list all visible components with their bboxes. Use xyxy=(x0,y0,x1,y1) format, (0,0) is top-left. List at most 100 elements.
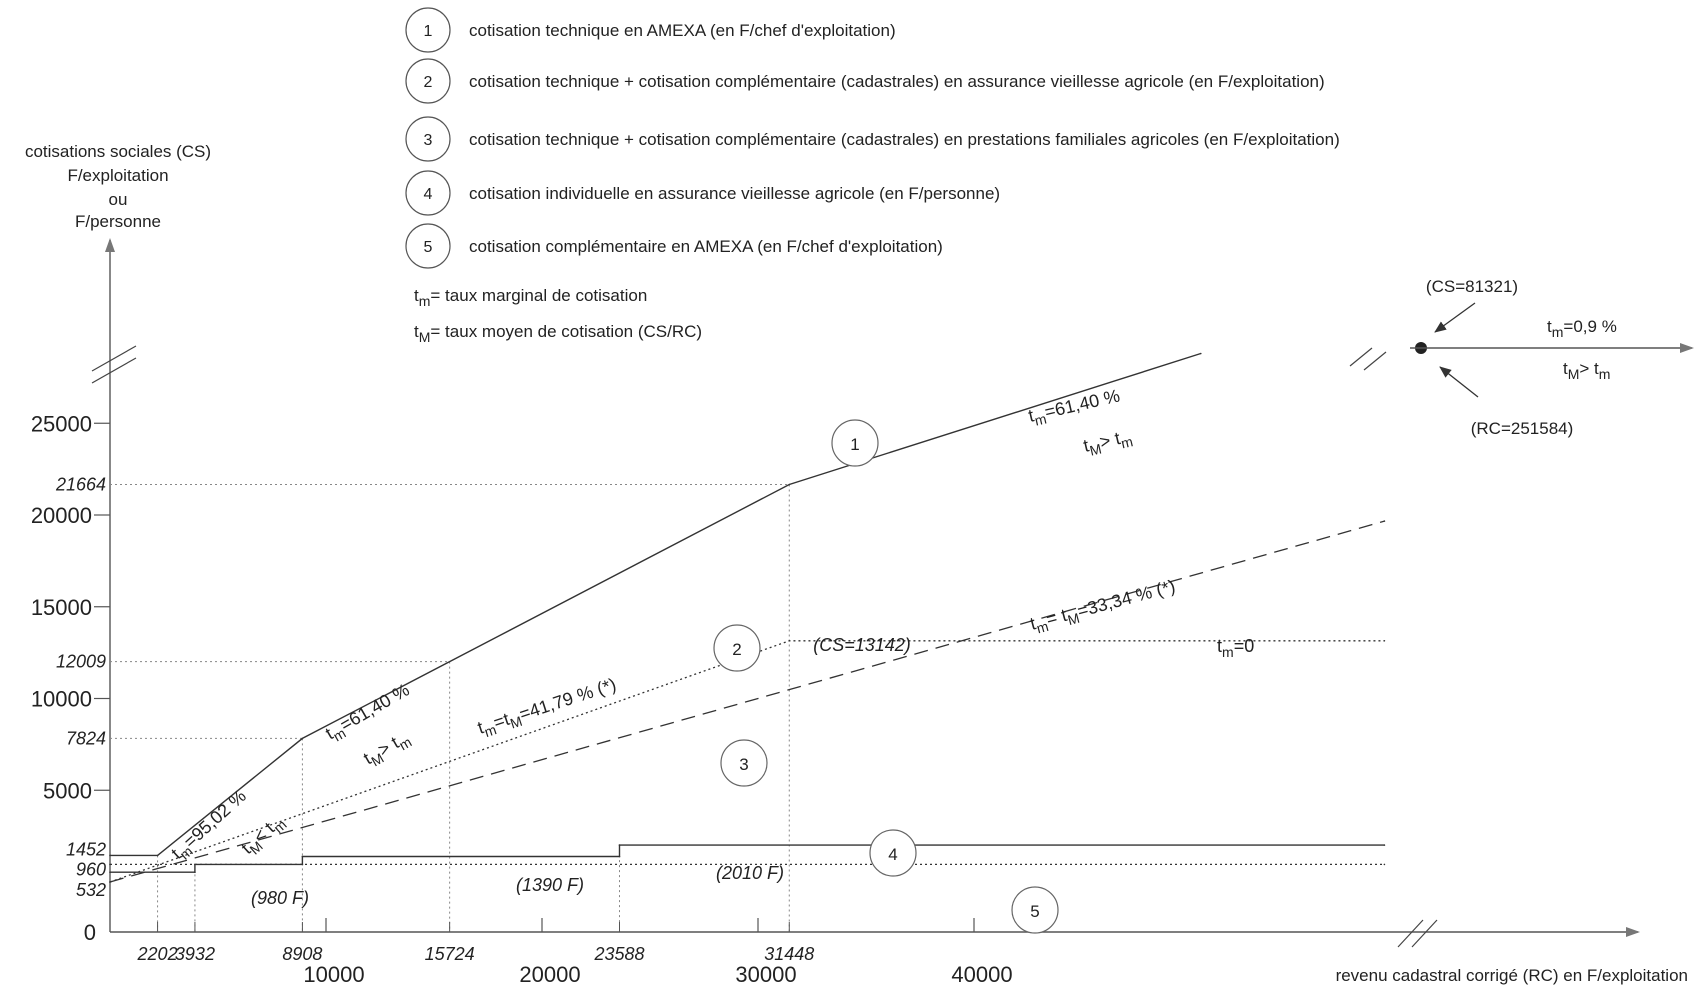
y-tick-label: 15000 xyxy=(31,595,92,620)
label-tm-eq-tM-4179: tm=tM=41,79 % (*) xyxy=(475,674,620,741)
label-980F: (980 F) xyxy=(251,888,309,908)
legend-text-2: cotisation technique + cotisation complé… xyxy=(469,72,1325,91)
legend-text-3: cotisation technique + cotisation complé… xyxy=(469,130,1340,149)
x-axis-label: revenu cadastral corrigé (RC) en F/explo… xyxy=(1336,966,1688,985)
series-line-4 xyxy=(110,844,1385,873)
series-point-4 xyxy=(194,871,196,873)
series-marker-label: 1 xyxy=(850,435,859,454)
y-tick-label: 25000 xyxy=(31,411,92,436)
label-cs-13142: (CS=13142) xyxy=(813,635,911,655)
series-break xyxy=(1363,351,1387,371)
series-break xyxy=(1349,347,1373,367)
series-point-1 xyxy=(301,737,304,740)
reference-lines xyxy=(110,483,790,932)
series-point-1 xyxy=(788,483,791,486)
series-point-4 xyxy=(301,855,304,858)
y-axis-label: ou xyxy=(109,190,128,209)
series-marker-label: 2 xyxy=(732,640,741,659)
x-ref-label: 23588 xyxy=(593,944,644,964)
cs-pointer xyxy=(1434,302,1476,333)
y-ref-label: 532 xyxy=(76,880,106,900)
series-marker-label: 4 xyxy=(888,845,897,864)
x-axis-break xyxy=(1397,919,1424,948)
series-point-4 xyxy=(618,844,621,846)
y-ref-label: 960 xyxy=(76,859,106,879)
series-point-1 xyxy=(156,854,159,857)
series-marker-label: 5 xyxy=(1030,902,1039,921)
definitions: tm= taux marginal de cotisation tM= taux … xyxy=(414,286,702,345)
series-group xyxy=(109,347,1387,883)
legend-text-4: cotisation individuelle en assurance vie… xyxy=(469,184,1000,203)
x-ref-label: 15724 xyxy=(425,944,475,964)
x-tick-label: 30000 xyxy=(735,962,796,987)
y-axis-label: F/exploitation xyxy=(67,166,168,185)
tick-labels: 5000 10000 15000 20000 25000 0 10000 20000 30000… xyxy=(31,411,1013,987)
label-tm-95: tm=95,02 % xyxy=(167,786,252,866)
legend-circle-3 xyxy=(405,116,451,162)
label-cs-81321: (CS=81321) xyxy=(1426,277,1518,296)
y-tick-label: 5000 xyxy=(43,778,92,803)
series-line-1 xyxy=(110,352,1202,857)
legend-number: 5 xyxy=(424,239,433,256)
legend-number: 3 xyxy=(424,132,433,149)
label-2010F: (2010 F) xyxy=(716,863,784,883)
legend-circle-2 xyxy=(405,58,451,104)
series-marker-5 xyxy=(1011,886,1059,934)
series-point-5 xyxy=(109,863,111,866)
definition-m: tm= taux marginal de cotisation xyxy=(414,286,647,309)
series-marker-label: 3 xyxy=(739,755,748,774)
label-tm-09: tm=0,9 % xyxy=(1547,317,1617,340)
legend-number: 4 xyxy=(424,186,433,203)
rc-pointer xyxy=(1439,366,1479,398)
x-ref-label: 8908 xyxy=(282,944,322,964)
x-tick-label: 10000 xyxy=(303,962,364,987)
x-ref-label: 2202 xyxy=(137,944,178,964)
series-marker-4 xyxy=(869,829,917,877)
y-ref-label: 21664 xyxy=(55,474,106,494)
label-tm-zero: tm=0 xyxy=(1217,636,1254,660)
y-ref-label: 7824 xyxy=(66,728,106,748)
series-line-3 xyxy=(109,520,1385,883)
series-point-4 xyxy=(1383,844,1386,846)
y-axis-break xyxy=(91,345,137,372)
label-tm-eq-tM-3334: tm= tM=33,34 % (*) xyxy=(1028,576,1179,638)
legend-text-1: cotisation technique en AMEXA (en F/chef… xyxy=(469,21,896,40)
legend: 1 cotisation technique en AMEXA (en F/che… xyxy=(405,7,1340,269)
series-marker-2 xyxy=(713,624,761,672)
series-marker-1 xyxy=(831,419,879,467)
x-ref-label: 3932 xyxy=(175,944,215,964)
label-tM-gt-tm-limit: tM> tm xyxy=(1563,359,1610,382)
series-point-1 xyxy=(109,854,111,857)
label-tM-lt-tm: tM< tm xyxy=(237,810,289,861)
x-axis-break xyxy=(1411,919,1438,948)
y-ref-label: 1452 xyxy=(66,839,106,859)
series-point-4 xyxy=(618,855,621,858)
label-tm-6140-right: tm=61,40 % xyxy=(1026,385,1122,429)
origin-label: 0 xyxy=(84,920,96,945)
y-tick-label: 10000 xyxy=(31,687,92,712)
legend-number: 1 xyxy=(424,23,433,40)
y-axis-label: cotisations sociales (CS) xyxy=(25,142,211,161)
series-point-4 xyxy=(109,871,111,873)
series-point-2 xyxy=(788,640,791,642)
y-tick-label: 20000 xyxy=(31,503,92,528)
label-rc-251584: (RC=251584) xyxy=(1471,419,1574,438)
series-point-3 xyxy=(109,881,111,883)
x-tick-label: 40000 xyxy=(951,962,1012,987)
series-marker-3 xyxy=(720,739,768,787)
legend-text-5: cotisation complémentaire en AMEXA (en F… xyxy=(469,237,943,256)
x-ref-label: 31448 xyxy=(764,944,814,964)
definition-M: tM= taux moyen de cotisation (CS/RC) xyxy=(414,322,702,345)
legend-number: 2 xyxy=(424,74,433,91)
legend-circle-4 xyxy=(405,170,451,216)
label-tM-gt-tm-right: tM> tm xyxy=(1081,425,1134,459)
series-point-1 xyxy=(1200,352,1202,355)
series-point-3 xyxy=(1383,520,1386,522)
x-tick-label: 20000 xyxy=(519,962,580,987)
legend-circle-5 xyxy=(405,223,451,269)
y-axis-label: F/personne xyxy=(75,212,161,231)
limit-inset: (CS=81321) (RC=251584) tm=0,9 % tM> tm xyxy=(1410,277,1694,438)
legend-circle-1 xyxy=(405,7,451,53)
